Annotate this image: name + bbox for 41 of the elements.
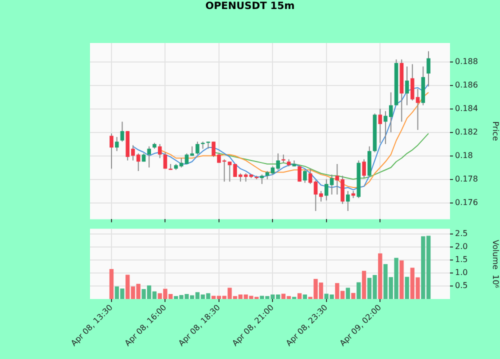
y-tick-label: 0.18 xyxy=(455,150,473,160)
y-tick-label: 1.0 xyxy=(455,268,468,278)
bar xyxy=(378,253,382,299)
y-axis-title: Volume 10⁶ xyxy=(491,240,500,288)
y-tick-label: 2.5 xyxy=(455,229,468,238)
candlestick xyxy=(405,66,409,106)
bar xyxy=(297,293,302,299)
y-tick-label: 0.188 xyxy=(455,56,478,66)
y-tick-label: 2.0 xyxy=(455,242,468,252)
candlestick xyxy=(426,50,430,87)
y-axis-title: Price xyxy=(491,121,500,141)
candlestick xyxy=(308,168,312,184)
y-tick-label: 0.176 xyxy=(455,198,478,207)
candlestick xyxy=(196,141,200,156)
candlestick xyxy=(260,174,264,184)
candlestick xyxy=(110,132,114,170)
y-tick-label: 0.5 xyxy=(455,281,468,290)
candlestick xyxy=(378,108,382,144)
candlestick xyxy=(362,158,366,179)
candlestick xyxy=(120,121,124,142)
bar xyxy=(351,292,356,299)
bar xyxy=(109,269,114,299)
candlestick xyxy=(114,136,119,152)
bar xyxy=(302,294,308,299)
y-tick-label: 0.178 xyxy=(455,174,478,184)
y-tick-label: 0.186 xyxy=(455,80,478,90)
y-tick-label: 0.182 xyxy=(455,127,478,136)
bar xyxy=(400,260,404,299)
chart-title: OPENUSDT 15m xyxy=(204,1,296,12)
bar xyxy=(346,288,350,299)
y-tick-label: 1.5 xyxy=(455,255,468,264)
candlestick xyxy=(298,164,302,182)
candlestick xyxy=(346,190,350,212)
bar xyxy=(356,282,361,299)
candlestick xyxy=(163,152,168,170)
bar xyxy=(404,276,410,299)
candlestick xyxy=(147,146,152,168)
candlestick xyxy=(158,144,162,159)
bar xyxy=(362,270,366,299)
candlestick xyxy=(303,169,307,184)
y-tick-label: 0.184 xyxy=(455,104,478,113)
